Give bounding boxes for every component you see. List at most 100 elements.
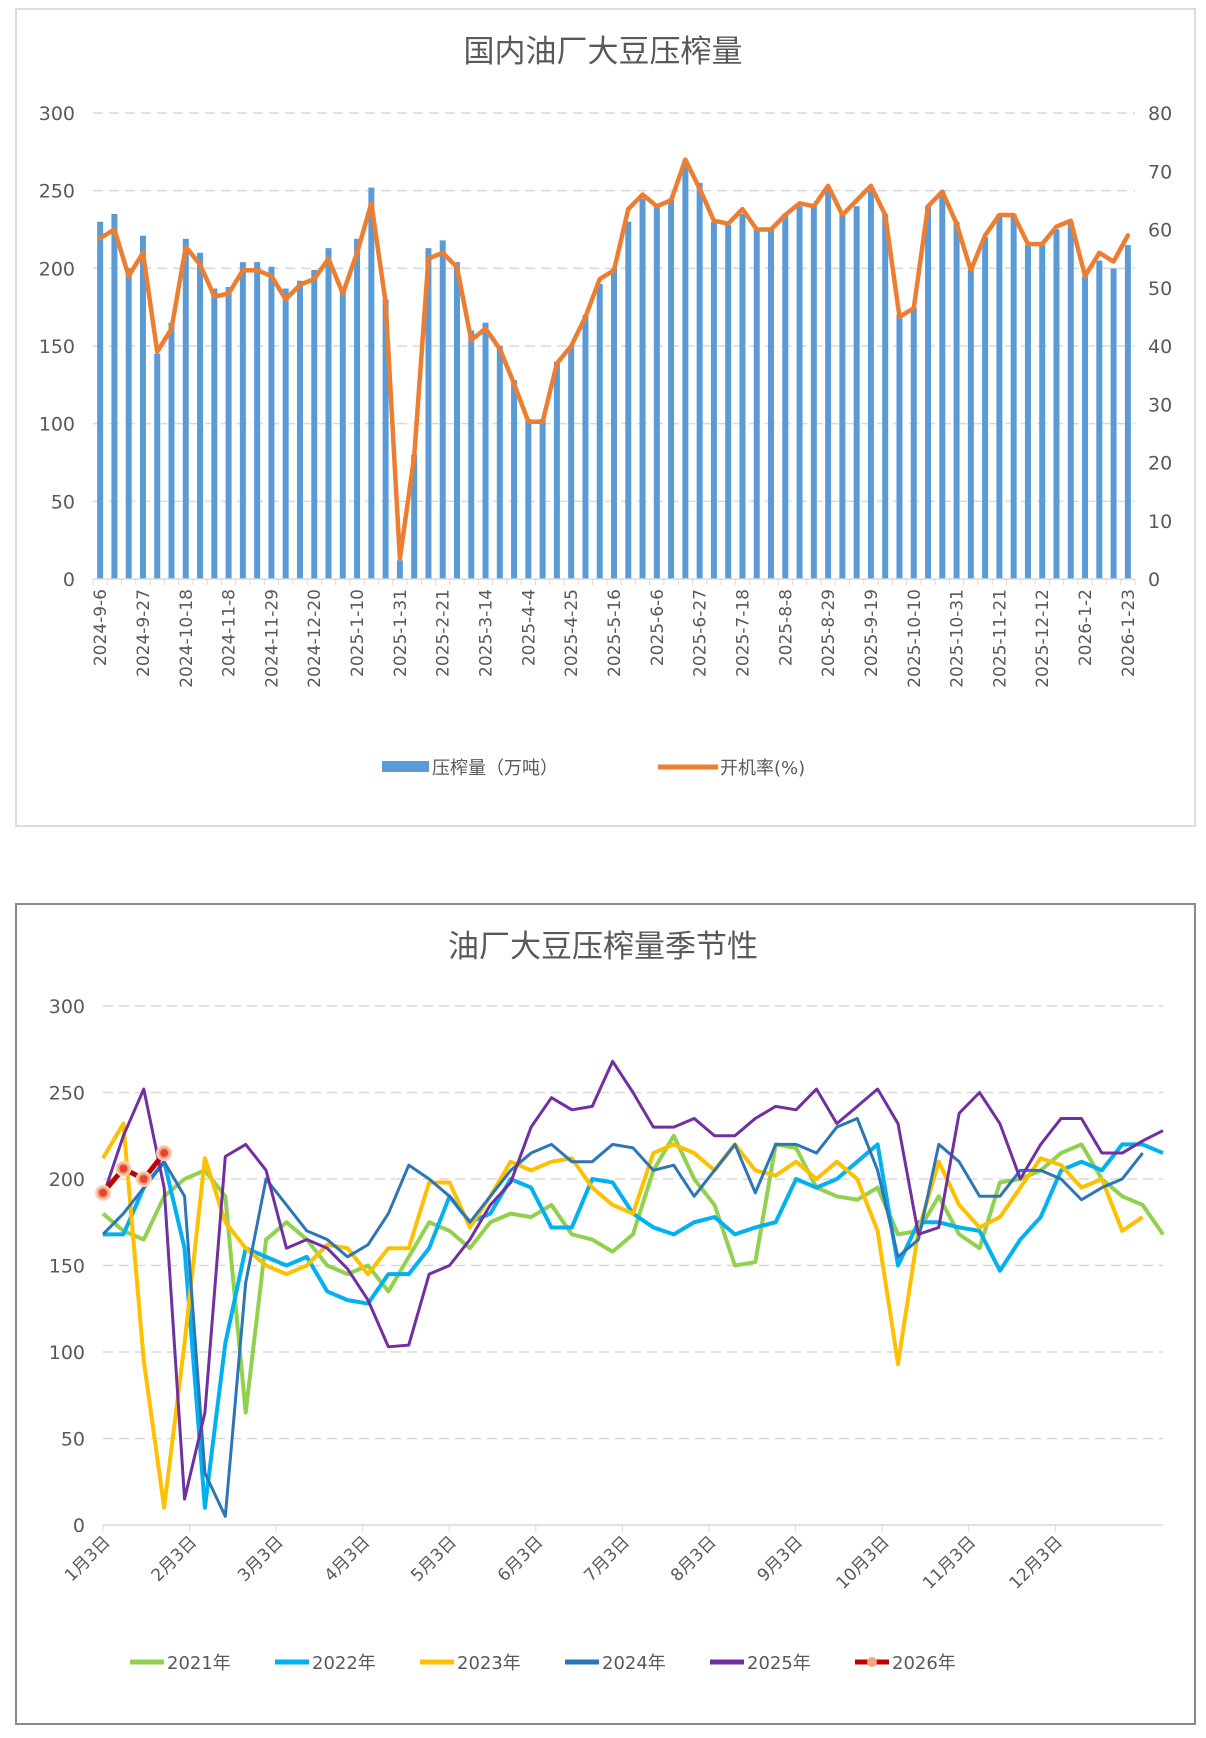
- bar: [910, 307, 917, 579]
- bar: [382, 299, 389, 579]
- x-tick-label: 11月3日: [919, 1532, 980, 1593]
- bar: [282, 288, 289, 579]
- bar: [496, 346, 503, 579]
- x-tick-label: 2024-11-8: [220, 589, 240, 677]
- y-tick-label-left: 50: [51, 491, 75, 513]
- bar: [582, 314, 589, 579]
- data-point-marker-core: [99, 1188, 107, 1197]
- legend-item[interactable]: 2024年: [565, 1653, 666, 1674]
- bar: [1096, 260, 1103, 579]
- gridlines: [103, 1005, 1163, 1440]
- bar: [1110, 268, 1117, 579]
- bar: [311, 269, 318, 579]
- x-tick-label: 2025-5-16: [605, 589, 625, 677]
- bar: [154, 353, 161, 579]
- x-axis: 1月3日 2月3日 3月3日 4月3日 5月3日 6月3日 7月3日 8月3日 9月3日 10月3…: [61, 1524, 1163, 1594]
- bar: [653, 206, 660, 579]
- legend-item[interactable]: 2026年: [855, 1653, 956, 1674]
- bar: [996, 213, 1003, 579]
- legend: 压榨量（万吨） 开机率(%): [382, 758, 805, 779]
- bar: [268, 266, 275, 579]
- y-tick-label: 200: [49, 1169, 85, 1191]
- bar: [739, 213, 746, 579]
- x-tick-label: 2024-10-18: [177, 589, 197, 688]
- bar: [696, 182, 703, 579]
- bar: [296, 280, 303, 579]
- x-tick-label: 10月3日: [833, 1532, 894, 1593]
- bar: [639, 198, 646, 579]
- data-point-marker-core: [160, 1149, 169, 1158]
- bar: [939, 190, 946, 579]
- bar: [882, 213, 889, 579]
- bar: [1124, 245, 1131, 580]
- x-tick-label: 2025-3-14: [477, 589, 497, 677]
- y-tick-label-right: 20: [1148, 453, 1172, 475]
- bar: [1053, 229, 1060, 579]
- bar: [539, 419, 546, 579]
- x-tick-label: 2025-12-12: [1033, 589, 1053, 688]
- x-tick-label: 2025-4-4: [519, 589, 539, 666]
- legend-item-bar[interactable]: 压榨量（万吨）: [382, 758, 558, 779]
- bar: [411, 454, 418, 579]
- bar: [596, 283, 603, 579]
- y-tick-label-right: 0: [1148, 569, 1160, 591]
- bar: [396, 560, 403, 579]
- legend-item[interactable]: 2025年: [710, 1653, 811, 1674]
- x-tick-label: 7月3日: [580, 1532, 633, 1585]
- x-tick-label: 2025-10-10: [905, 589, 925, 688]
- legend-label: 2022年: [312, 1653, 376, 1674]
- bar: [568, 346, 575, 579]
- bar: [925, 206, 932, 579]
- legend-item-line[interactable]: 开机率(%): [658, 758, 805, 779]
- bar: [439, 240, 446, 579]
- y-tick-label-right: 80: [1148, 103, 1172, 125]
- bar-series: [97, 159, 1131, 580]
- y-axis-left: 0 50 100 150 200 250 300: [39, 103, 75, 591]
- bar: [354, 238, 361, 579]
- legend-item[interactable]: 2023年: [420, 1653, 521, 1674]
- legend-label: 2026年: [892, 1653, 956, 1674]
- legend-swatch-bar: [382, 761, 429, 772]
- y-tick-label: 50: [61, 1429, 85, 1451]
- x-tick-label: 2025-1-31: [391, 589, 411, 677]
- bar: [511, 380, 518, 579]
- bar: [1039, 245, 1046, 580]
- bar: [1067, 221, 1074, 579]
- bar: [553, 361, 560, 579]
- bar: [853, 206, 860, 579]
- bar: [425, 248, 432, 579]
- bar: [325, 248, 332, 579]
- y-tick-label-right: 70: [1148, 161, 1172, 183]
- y-axis: 0 50 100 150 200 250 300: [49, 996, 85, 1537]
- bar: [668, 198, 675, 579]
- line-series: [97, 157, 1131, 561]
- x-tick-label: 2024-9-27: [134, 589, 154, 677]
- bar: [753, 229, 760, 579]
- x-tick-label: 2026-1-23: [1119, 589, 1139, 677]
- bar: [782, 213, 789, 579]
- legend-label: 2023年: [457, 1653, 521, 1674]
- y-tick-label-left: 0: [63, 569, 75, 591]
- series-line: [101, 1133, 1165, 1415]
- x-tick-label: 2025-7-18: [733, 589, 753, 677]
- series-line: [101, 1151, 167, 1195]
- x-tick-label: 6月3日: [494, 1532, 547, 1585]
- bar: [339, 288, 346, 579]
- bar: [197, 252, 204, 580]
- bar: [611, 268, 617, 579]
- legend-item[interactable]: 2021年: [130, 1653, 231, 1674]
- rate-line: [97, 157, 1131, 561]
- bar: [254, 262, 261, 579]
- series-line: [101, 1121, 1144, 1510]
- bar: [625, 221, 632, 579]
- x-tick-label: 2025-8-8: [776, 589, 796, 666]
- bar: [796, 206, 803, 579]
- chart-crush-volume: 国内油厂大豆压榨量 0 50 100 150 200 250 300 0 10 20 30 40 50…: [39, 34, 1172, 779]
- x-tick-label: 3月3日: [234, 1532, 287, 1585]
- y-tick-label-right: 10: [1148, 511, 1172, 533]
- bar: [139, 235, 146, 580]
- bar: [453, 262, 460, 579]
- y-tick-label-left: 100: [39, 414, 75, 436]
- bar: [211, 288, 218, 579]
- legend-item[interactable]: 2022年: [275, 1653, 376, 1674]
